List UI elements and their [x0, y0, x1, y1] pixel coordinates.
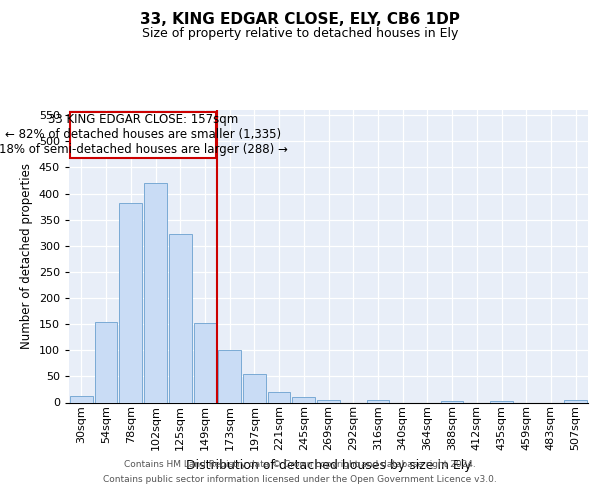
Bar — [119, 203, 142, 402]
Bar — [317, 400, 340, 402]
Bar — [144, 183, 167, 402]
Bar — [169, 234, 191, 402]
FancyBboxPatch shape — [70, 112, 216, 158]
Bar — [268, 392, 290, 402]
Bar — [218, 350, 241, 403]
Text: ← 82% of detached houses are smaller (1,335): ← 82% of detached houses are smaller (1,… — [5, 128, 281, 141]
Text: Size of property relative to detached houses in Ely: Size of property relative to detached ho… — [142, 28, 458, 40]
X-axis label: Distribution of detached houses by size in Ely: Distribution of detached houses by size … — [185, 458, 472, 471]
Bar — [367, 400, 389, 402]
Bar — [70, 396, 93, 402]
Bar — [95, 322, 118, 402]
Text: 33 KING EDGAR CLOSE: 157sqm: 33 KING EDGAR CLOSE: 157sqm — [48, 114, 238, 126]
Bar — [564, 400, 587, 402]
Bar — [194, 322, 216, 402]
Bar — [292, 398, 315, 402]
Text: Contains HM Land Registry data © Crown copyright and database right 2024.: Contains HM Land Registry data © Crown c… — [124, 460, 476, 469]
Text: 33, KING EDGAR CLOSE, ELY, CB6 1DP: 33, KING EDGAR CLOSE, ELY, CB6 1DP — [140, 12, 460, 28]
Bar — [243, 374, 266, 402]
Bar — [441, 401, 463, 402]
Text: 18% of semi-detached houses are larger (288) →: 18% of semi-detached houses are larger (… — [0, 142, 287, 156]
Text: Contains public sector information licensed under the Open Government Licence v3: Contains public sector information licen… — [103, 475, 497, 484]
Y-axis label: Number of detached properties: Number of detached properties — [20, 163, 33, 349]
